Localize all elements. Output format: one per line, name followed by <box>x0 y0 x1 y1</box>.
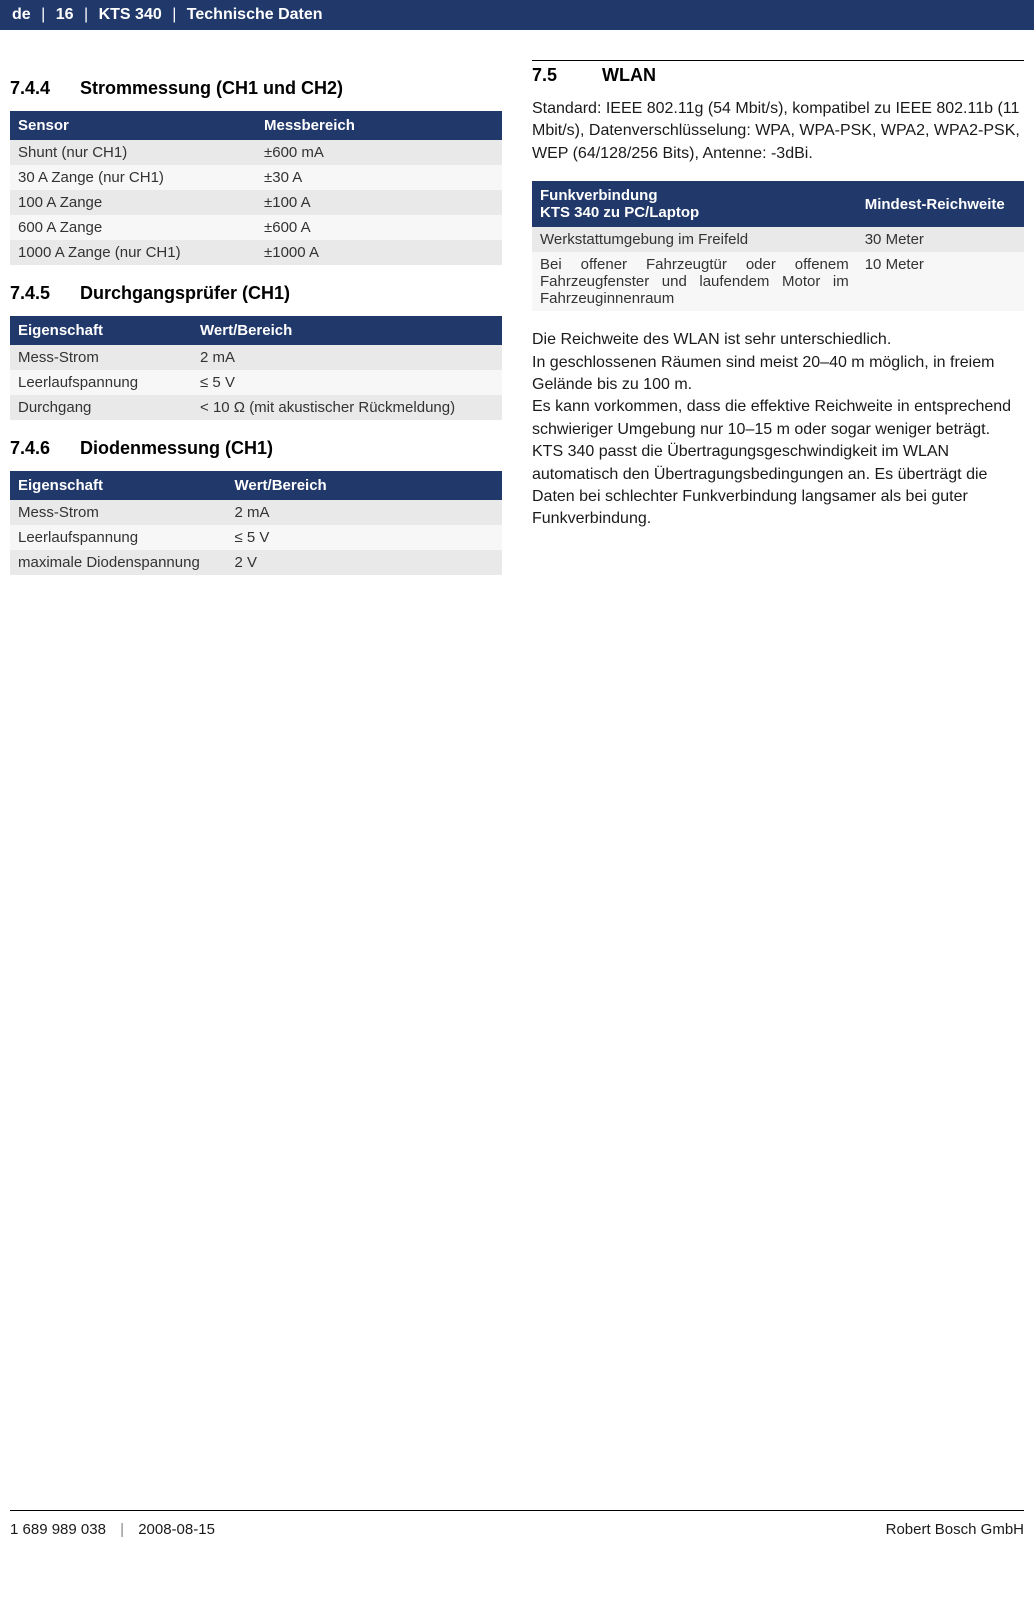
footer-date: 2008-08-15 <box>138 1521 215 1538</box>
table-row: Durchgang< 10 Ω (mit akustischer Rückmel… <box>10 395 502 420</box>
heading-744: 7.4.4Strommessung (CH1 und CH2) <box>10 78 502 99</box>
th-eigenschaft: Eigenschaft <box>10 316 192 345</box>
table-row: Bei offener Fahrzeugtür oder offenem Fah… <box>532 252 1024 311</box>
th-sensor: Sensor <box>10 111 256 140</box>
th-reichweite: Mindest-Reichweite <box>857 181 1024 227</box>
page-footer: 1 689 989 038 | 2008-08-15 Robert Bosch … <box>10 1510 1024 1552</box>
table-row: Werkstattumgebung im Freifeld 30 Meter <box>532 227 1024 252</box>
wlan-intro: Standard: IEEE 802.11g (54 Mbit/s), komp… <box>532 98 1024 165</box>
page-header: de | 16 | KTS 340 | Technische Daten <box>0 0 1034 30</box>
table-wlan: Funkverbindung KTS 340 zu PC/Laptop Mind… <box>532 181 1024 311</box>
table-strommessung: Sensor Messbereich Shunt (nur CH1)±600 m… <box>10 111 502 265</box>
right-column: 7.5WLAN Standard: IEEE 802.11g (54 Mbit/… <box>532 60 1024 1500</box>
heading-746: 7.4.6Diodenmessung (CH1) <box>10 438 502 459</box>
table-dioden: Eigenschaft Wert/Bereich Mess-Strom2 mA … <box>10 471 502 575</box>
th-eigenschaft: Eigenschaft <box>10 471 226 500</box>
table-row: Mess-Strom2 mA <box>10 500 502 525</box>
table-row: Leerlaufspannung≤ 5 V <box>10 525 502 550</box>
footer-company: Robert Bosch GmbH <box>886 1521 1024 1538</box>
th-messbereich: Messbereich <box>256 111 502 140</box>
table-row: Mess-Strom2 mA <box>10 345 502 370</box>
table-row: maximale Diodenspannung2 V <box>10 550 502 575</box>
th-wert: Wert/Bereich <box>226 471 502 500</box>
table-row: 1000 A Zange (nur CH1)±1000 A <box>10 240 502 265</box>
table-row: 100 A Zange±100 A <box>10 190 502 215</box>
table-row: Leerlaufspannung≤ 5 V <box>10 370 502 395</box>
header-model: KTS 340 <box>99 6 162 23</box>
wlan-para: Die Reichweite des WLAN ist sehr untersc… <box>532 329 1024 531</box>
table-row: Shunt (nur CH1)±600 mA <box>10 140 502 165</box>
table-row: 30 A Zange (nur CH1)±30 A <box>10 165 502 190</box>
table-durchgang: Eigenschaft Wert/Bereich Mess-Strom2 mA … <box>10 316 502 420</box>
table-row: 600 A Zange±600 A <box>10 215 502 240</box>
heading-745: 7.4.5Durchgangsprüfer (CH1) <box>10 283 502 304</box>
heading-75: 7.5WLAN <box>532 65 1024 86</box>
th-wert: Wert/Bereich <box>192 316 502 345</box>
header-page: 16 <box>56 6 74 23</box>
footer-docnum: 1 689 989 038 <box>10 1521 106 1538</box>
header-lang: de <box>12 6 31 23</box>
th-funkverbindung: Funkverbindung KTS 340 zu PC/Laptop <box>532 181 857 227</box>
header-section: Technische Daten <box>187 6 323 23</box>
left-column: 7.4.4Strommessung (CH1 und CH2) Sensor M… <box>10 60 502 1500</box>
